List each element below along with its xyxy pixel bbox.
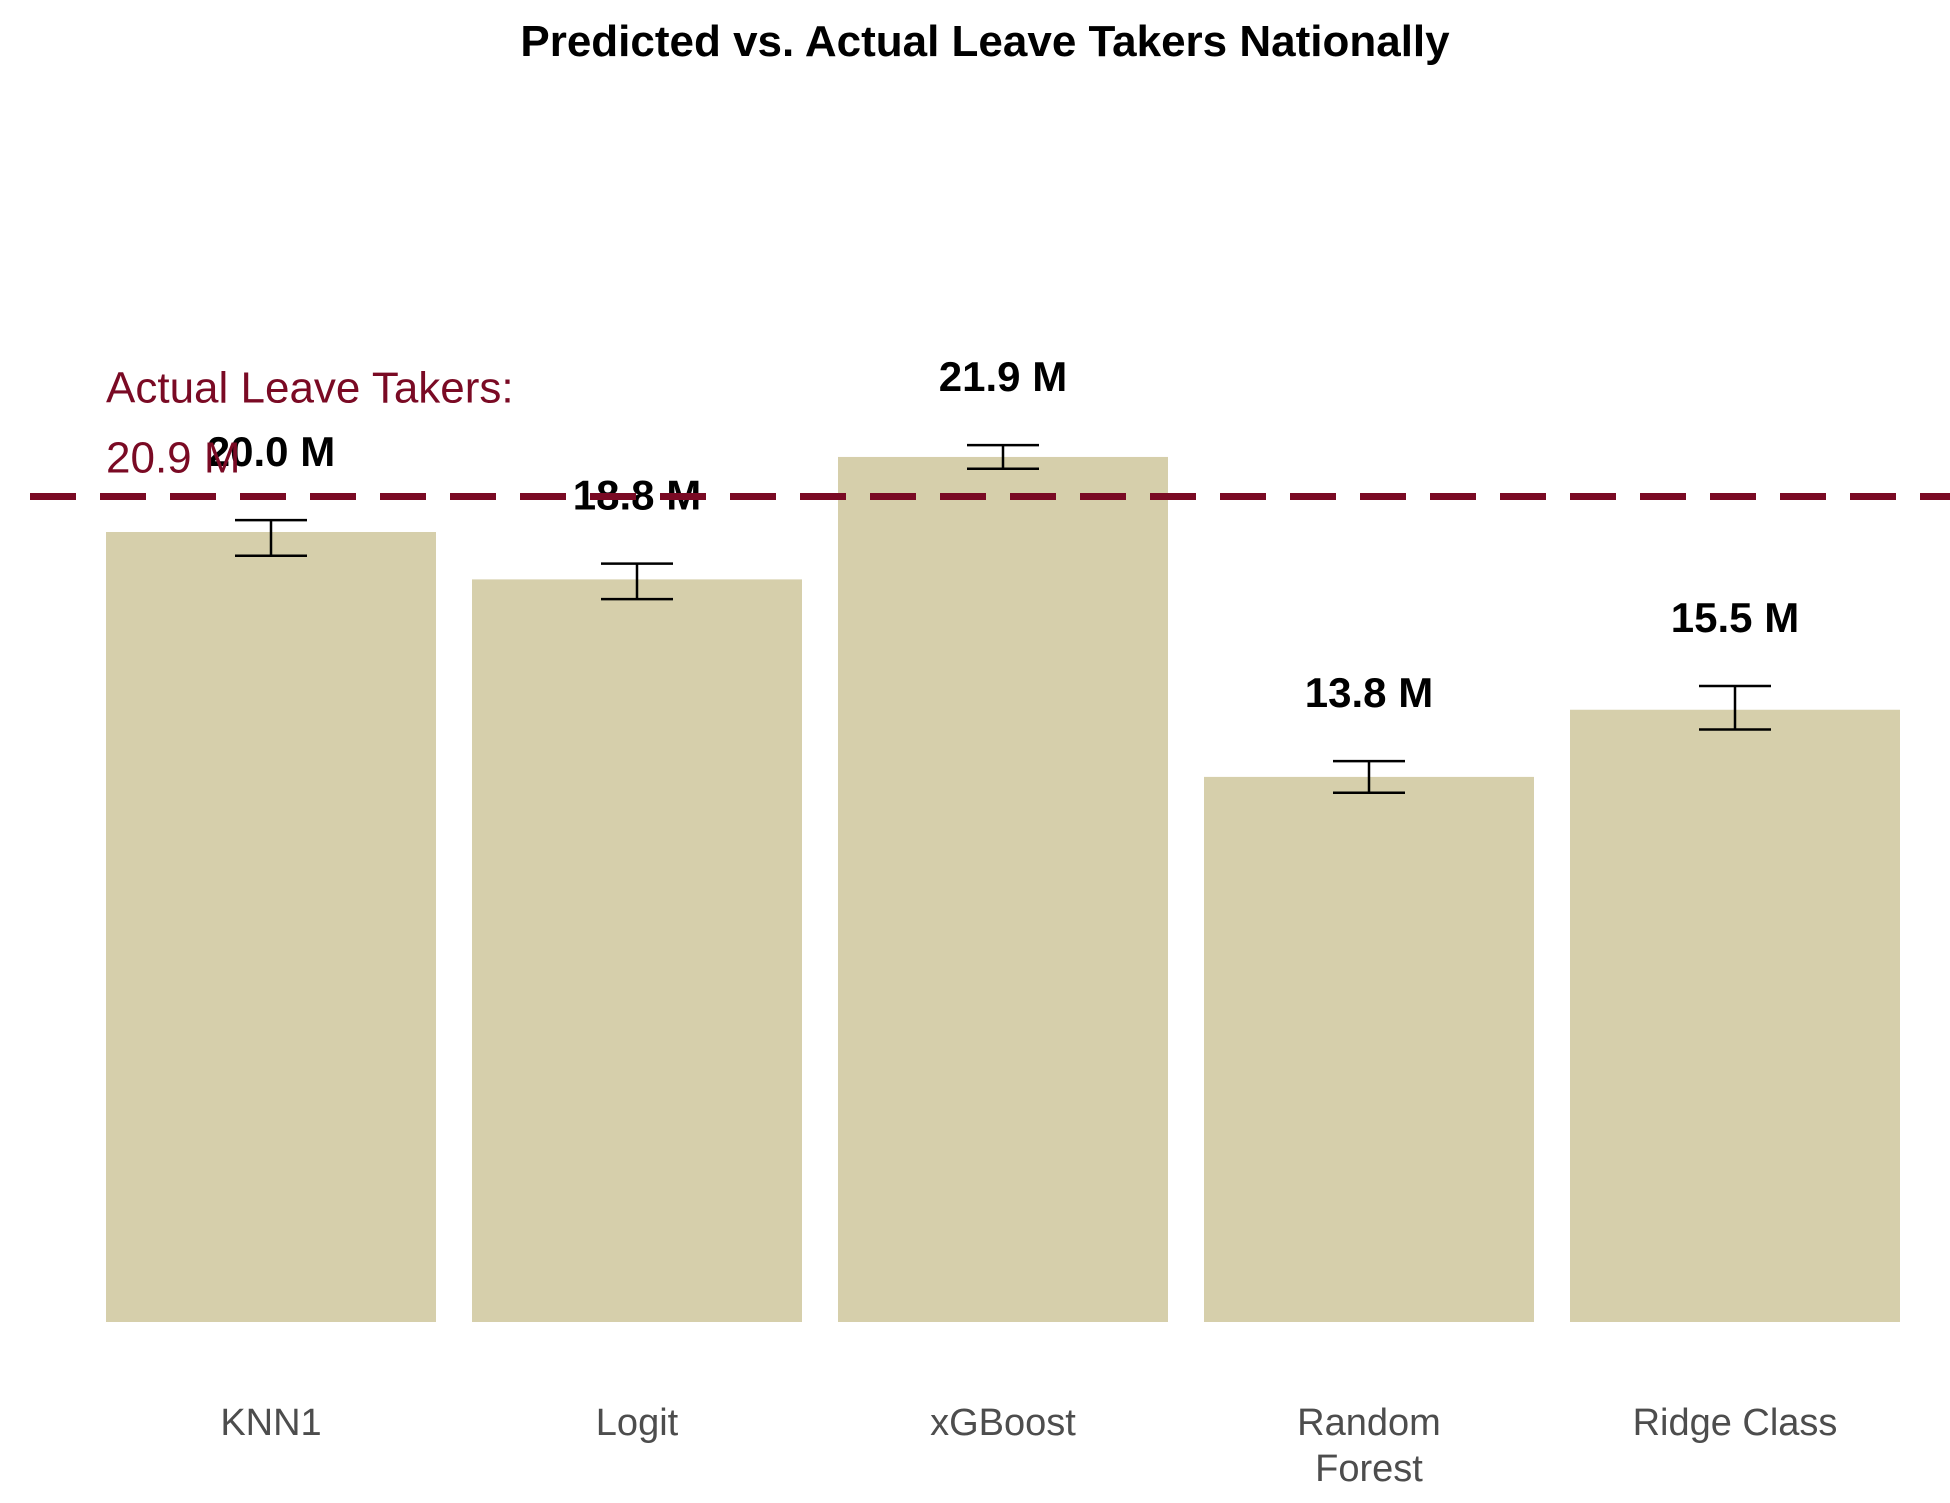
bar-knn1 [106, 532, 436, 1322]
bar-random-forest [1204, 776, 1534, 1322]
chart-title: Predicted vs. Actual Leave Takers Nation… [520, 17, 1450, 66]
bar-value-label: 13.8 M [1305, 669, 1433, 716]
x-tick-label: Logit [596, 1402, 679, 1444]
bar-xgboost [838, 456, 1168, 1322]
error-bar [601, 562, 673, 601]
error-bar [1699, 684, 1771, 731]
x-tick-label: Ridge Class [1633, 1402, 1838, 1444]
error-bar [235, 518, 307, 557]
x-axis-tick-labels: KNN1 Logit xGBoost Random Forest Ridge Class [220, 1402, 1837, 1490]
error-bar [967, 443, 1039, 471]
value-labels-layer: 20.0 M18.8 M21.9 M13.8 M15.5 M [207, 353, 1799, 716]
x-tick-label: xGBoost [930, 1402, 1076, 1444]
bar-value-label: 15.5 M [1671, 594, 1799, 641]
x-tick-label: Random Forest [1297, 1402, 1441, 1490]
reference-layer: Actual Leave Takers: 20.9 M [30, 363, 1950, 500]
actual-reference-label: Actual Leave Takers: 20.9 M [106, 363, 514, 482]
bar-value-label: 20.0 M [207, 428, 335, 475]
error-bars-layer [235, 443, 1771, 794]
x-tick-label: KNN1 [220, 1402, 321, 1444]
bar-logit [472, 579, 802, 1322]
bar-value-label: 21.9 M [939, 353, 1067, 400]
bar-ridge-class [1570, 709, 1900, 1322]
error-bar [1333, 759, 1405, 794]
bars-layer [106, 456, 1900, 1322]
